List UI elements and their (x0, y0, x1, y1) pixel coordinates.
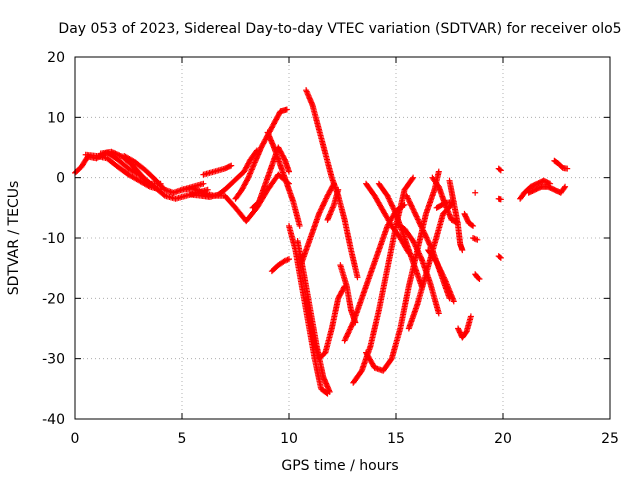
x-tick-label: 20 (494, 431, 512, 447)
y-tick-label: -40 (42, 412, 65, 428)
series-s39 (517, 177, 554, 202)
series-marks (455, 313, 474, 341)
series-marks (393, 219, 442, 317)
series-s29 (429, 174, 462, 226)
x-axis-label: GPS time / hours (281, 458, 398, 474)
series-s33 (470, 235, 481, 243)
series-s37 (495, 195, 504, 203)
series-marks (429, 174, 462, 226)
series-marks (525, 183, 569, 196)
x-tick-label: 5 (178, 431, 187, 447)
series-s38 (495, 253, 504, 261)
series-s15 (298, 180, 337, 266)
series-s31 (455, 313, 474, 341)
series-marks (495, 253, 504, 261)
series-s14 (303, 283, 348, 362)
chart-title: Day 053 of 2023, Sidereal Day-to-day VTE… (58, 21, 621, 37)
series-s10 (264, 129, 303, 229)
series-s40 (525, 183, 569, 196)
series-s34 (472, 271, 483, 283)
y-tick-label: -20 (42, 291, 65, 307)
axis-ticks: 0 5 10 15 20 25 -40 -30 -20 -10 0 10 20 (42, 50, 619, 447)
x-tick-label: 25 (601, 431, 619, 447)
series-marks (446, 177, 466, 254)
series-marks (551, 157, 571, 172)
series-marks (517, 177, 554, 202)
x-tick-label: 0 (71, 431, 80, 447)
y-tick-label: 20 (47, 50, 65, 66)
series-marks (264, 129, 303, 229)
series-s27 (425, 247, 457, 305)
series-marks (298, 180, 337, 266)
y-tick-label: -30 (42, 352, 65, 368)
series-s25 (393, 219, 442, 317)
series-marks (187, 147, 260, 200)
series-s35 (472, 189, 479, 196)
series-marks (425, 247, 457, 305)
series-s17 (324, 186, 342, 223)
x-tick-label: 10 (280, 431, 298, 447)
series-s30 (446, 177, 466, 254)
series-marks (470, 235, 481, 243)
series-marks (472, 189, 479, 196)
y-tick-label: 10 (47, 110, 65, 126)
series-marks (472, 271, 483, 283)
series-marks (200, 162, 235, 178)
series-marks (303, 283, 348, 362)
series-s32 (461, 210, 477, 229)
series-s7 (200, 162, 235, 178)
x-tick-label: 15 (387, 431, 405, 447)
y-axis-label: SDTVAR / TECUs (6, 181, 22, 296)
series-s36 (495, 165, 504, 174)
y-tick-label: -10 (42, 231, 65, 247)
series-s41 (551, 157, 571, 172)
series-marks (324, 186, 342, 223)
y-tick-label: 0 (56, 171, 65, 187)
series-s11 (268, 256, 292, 275)
series-marks (495, 165, 504, 174)
data-points (72, 87, 571, 397)
series-marks (268, 256, 292, 275)
series-marks (461, 210, 477, 229)
series-marks (495, 195, 504, 203)
series-s6 (187, 147, 260, 200)
